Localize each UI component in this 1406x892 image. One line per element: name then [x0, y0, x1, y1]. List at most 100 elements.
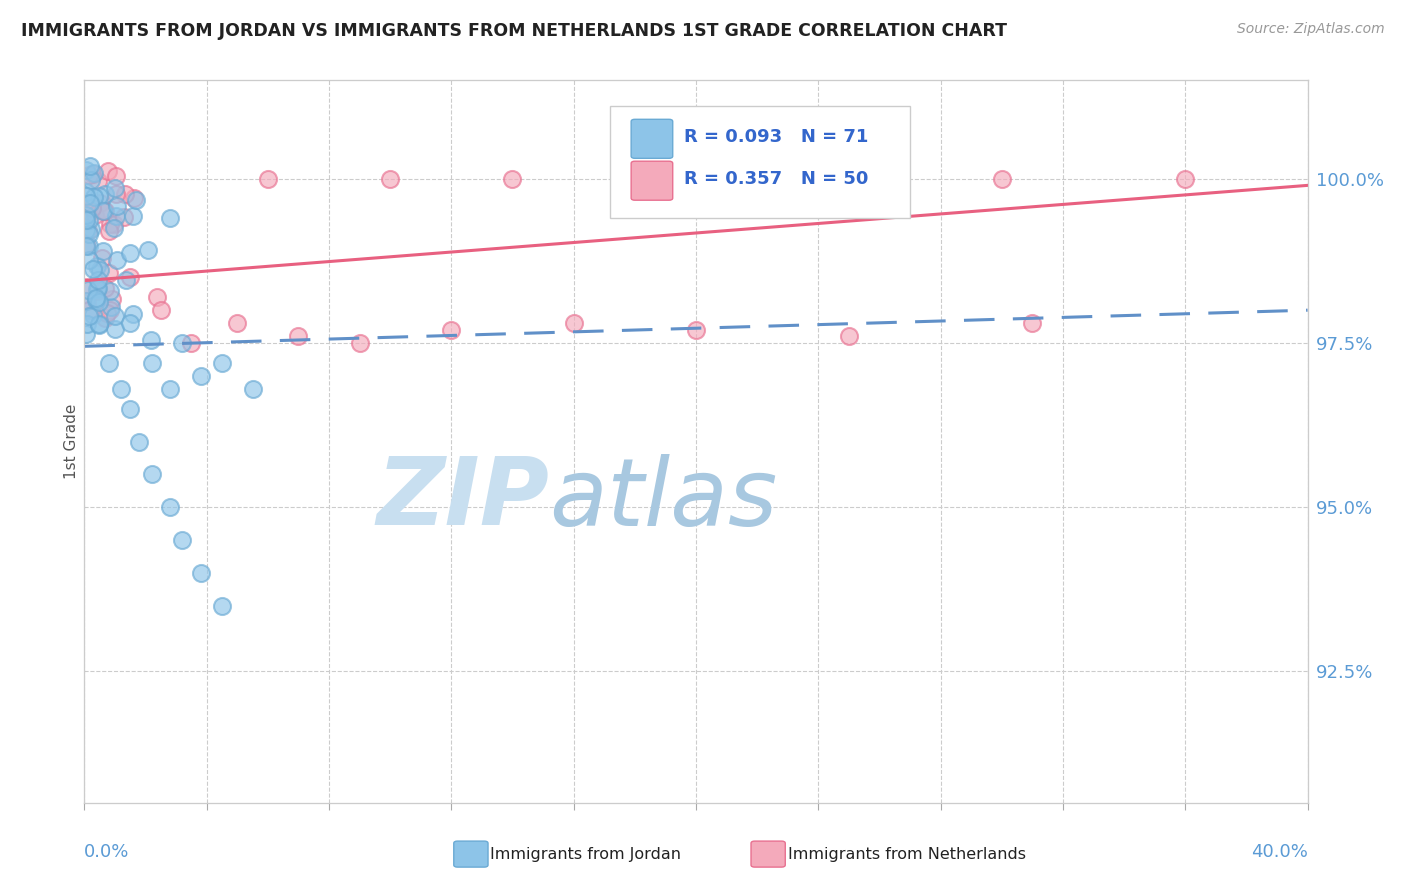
Point	[1174, 171, 1197, 186]
Point	[84, 293, 107, 307]
FancyBboxPatch shape	[610, 105, 910, 218]
Point	[89, 196, 111, 211]
Point	[93, 281, 115, 295]
Point	[103, 217, 125, 231]
Point	[77, 224, 100, 238]
Point	[79, 195, 101, 210]
Point	[87, 317, 110, 331]
Point	[77, 302, 100, 317]
Point	[91, 203, 114, 218]
FancyBboxPatch shape	[631, 161, 672, 200]
Text: Source: ZipAtlas.com: Source: ZipAtlas.com	[1237, 22, 1385, 37]
Point	[83, 166, 105, 180]
Point	[104, 322, 127, 336]
Point	[190, 368, 212, 383]
Point	[685, 323, 707, 337]
Text: R = 0.357   N = 50: R = 0.357 N = 50	[683, 170, 868, 188]
Point	[87, 174, 110, 188]
Point	[75, 294, 97, 309]
Point	[190, 566, 212, 580]
Point	[75, 279, 97, 293]
Text: Immigrants from Netherlands: Immigrants from Netherlands	[787, 847, 1026, 862]
Point	[120, 316, 142, 330]
Point	[105, 169, 128, 183]
Point	[84, 291, 107, 305]
Point	[77, 253, 100, 268]
Point	[82, 262, 104, 277]
Point	[502, 171, 524, 186]
Point	[349, 336, 371, 351]
Point	[86, 259, 108, 273]
Point	[76, 318, 98, 332]
Point	[141, 333, 163, 347]
Point	[149, 303, 172, 318]
Point	[76, 283, 98, 297]
Point	[103, 221, 125, 235]
Point	[120, 270, 142, 285]
Point	[75, 162, 97, 177]
Point	[77, 239, 100, 253]
Point	[226, 316, 249, 330]
Text: ZIP: ZIP	[377, 453, 550, 545]
Point	[83, 190, 105, 204]
Point	[75, 208, 97, 222]
Point	[380, 171, 402, 186]
Point	[97, 224, 120, 238]
Point	[100, 300, 122, 314]
Point	[79, 160, 101, 174]
Point	[80, 222, 103, 236]
Point	[107, 199, 129, 213]
Point	[112, 210, 135, 224]
Point	[115, 273, 138, 287]
Point	[125, 193, 148, 207]
Point	[136, 243, 159, 257]
Point	[110, 382, 132, 396]
Point	[86, 284, 108, 298]
Text: 0.0%: 0.0%	[84, 843, 129, 861]
Point	[562, 316, 585, 330]
Point	[287, 329, 309, 343]
Point	[79, 204, 101, 219]
Point	[87, 294, 110, 309]
Text: atlas: atlas	[550, 454, 778, 545]
Point	[79, 168, 101, 182]
Point	[122, 209, 145, 223]
Point	[94, 310, 117, 325]
Point	[87, 280, 110, 294]
Point	[101, 292, 124, 306]
Text: IMMIGRANTS FROM JORDAN VS IMMIGRANTS FROM NETHERLANDS 1ST GRADE CORRELATION CHAR: IMMIGRANTS FROM JORDAN VS IMMIGRANTS FRO…	[21, 22, 1007, 40]
Text: 40.0%: 40.0%	[1251, 843, 1308, 861]
Point	[93, 244, 115, 259]
Point	[624, 171, 647, 186]
Point	[84, 208, 107, 222]
Point	[1021, 316, 1043, 330]
Point	[89, 189, 111, 203]
Point	[159, 500, 181, 515]
Point	[98, 303, 121, 318]
Point	[82, 167, 104, 181]
Point	[159, 382, 181, 396]
Point	[77, 227, 100, 241]
Point	[86, 282, 108, 296]
Point	[80, 173, 103, 187]
FancyBboxPatch shape	[631, 120, 672, 158]
Point	[96, 306, 118, 320]
Point	[122, 191, 145, 205]
Point	[87, 273, 110, 287]
Point	[94, 187, 117, 202]
Point	[211, 599, 233, 613]
Point	[98, 266, 121, 280]
Point	[838, 329, 860, 343]
Point	[75, 237, 97, 252]
Point	[747, 171, 769, 186]
Point	[100, 217, 122, 231]
Point	[90, 251, 112, 265]
Point	[75, 185, 97, 199]
Point	[82, 308, 104, 322]
Point	[87, 318, 110, 332]
Point	[89, 263, 111, 277]
Point	[121, 307, 143, 321]
Point	[75, 239, 97, 253]
Point	[76, 293, 98, 308]
Point	[75, 213, 97, 227]
